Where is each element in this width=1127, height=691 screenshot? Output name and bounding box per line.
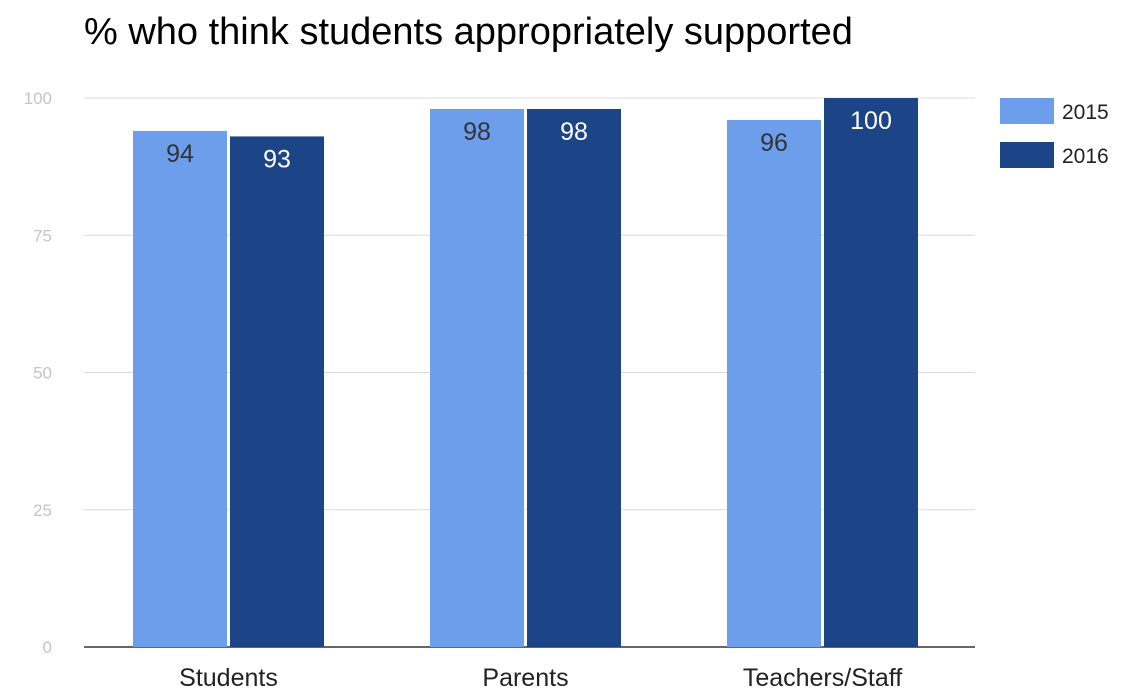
data-label: 94 [166, 140, 194, 168]
legend-swatch [1000, 98, 1054, 124]
y-tick-label: 0 [43, 638, 52, 657]
data-label: 96 [760, 129, 788, 157]
y-tick-label: 50 [33, 364, 52, 383]
y-tick-label: 75 [33, 226, 52, 245]
bar [230, 136, 324, 647]
y-tick-label: 100 [24, 89, 52, 108]
x-axis: Students Parents Teachers/Staff [179, 664, 902, 691]
bar [133, 130, 227, 647]
data-label: 98 [560, 118, 588, 146]
bar [824, 98, 918, 647]
data-label: 93 [263, 145, 291, 173]
bar [527, 108, 621, 648]
y-axis: 0 25 50 75 100 [24, 89, 52, 657]
y-tick-label: 25 [33, 501, 52, 520]
bar [430, 108, 524, 648]
legend: 2015 2016 [1000, 98, 1109, 168]
legend-label: 2015 [1062, 101, 1109, 124]
legend-label: 2016 [1062, 145, 1109, 168]
bars: 94 93 98 98 96 100 [133, 98, 918, 648]
legend-swatch [1000, 142, 1054, 168]
data-label: 98 [463, 118, 491, 146]
chart-title: % who think students appropriately suppo… [84, 11, 853, 53]
data-label: 100 [850, 107, 892, 135]
x-tick-label: Teachers/Staff [743, 664, 902, 691]
x-tick-label: Students [179, 664, 278, 691]
x-tick-label: Parents [482, 664, 568, 691]
bar [727, 119, 821, 647]
